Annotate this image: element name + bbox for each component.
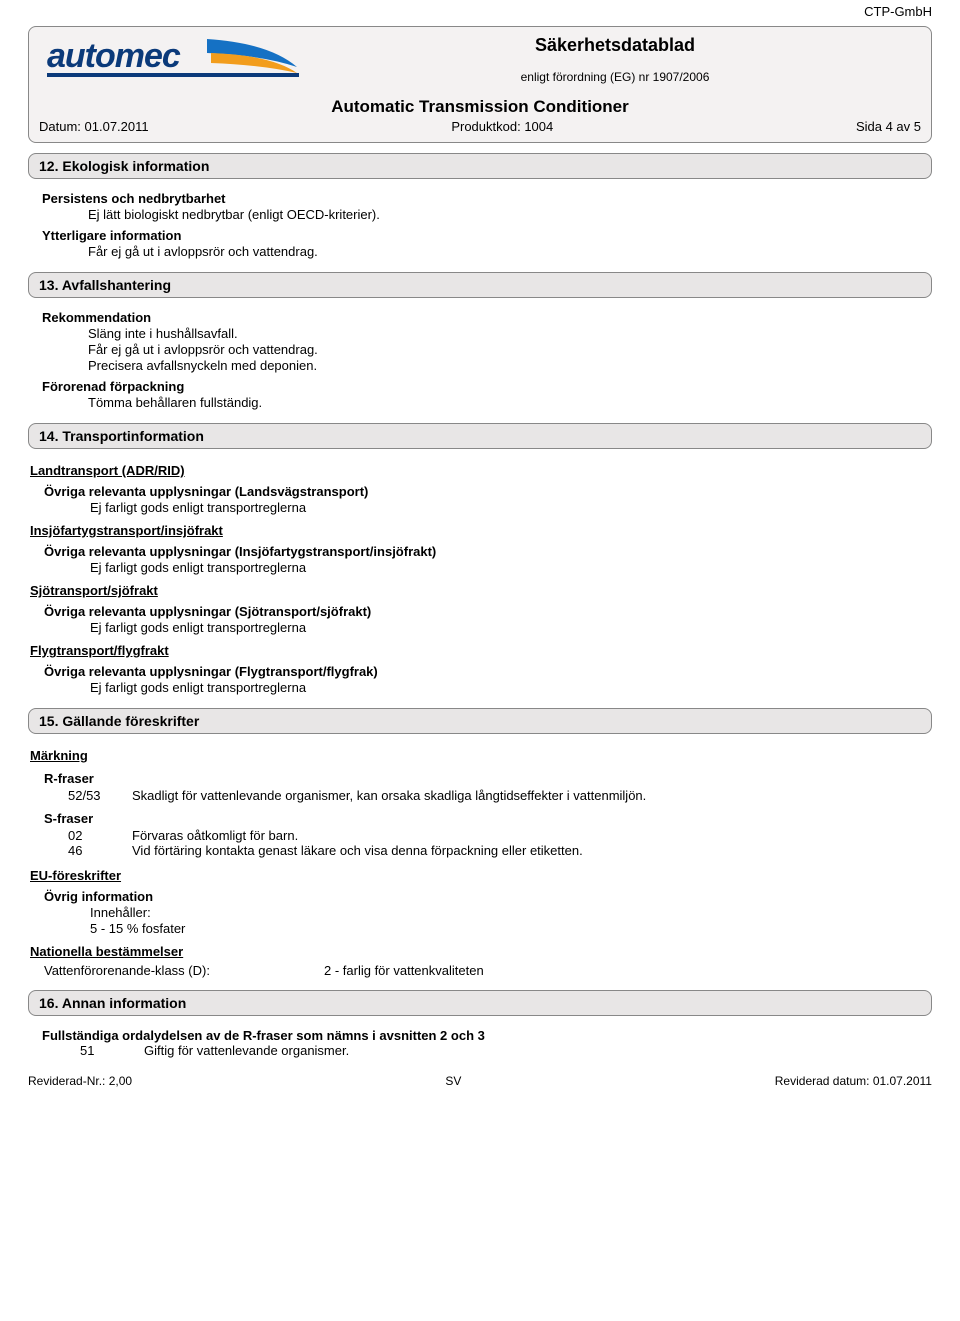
section-15-header: 15. Gällande föreskrifter [28,708,932,734]
s14-g1-head: Insjöfartygstransport/insjöfrakt [30,523,930,538]
section-12-body: Persistens och nedbrytbarhet Ej lätt bio… [28,179,932,262]
s12-persist-line: Ej lätt biologiskt nedbrytbar (enligt OE… [88,207,930,222]
section-15-body: Märkning R-fraser 52/53 Skadligt för vat… [28,734,932,980]
s14-g3-head: Flygtransport/flygfrakt [30,643,930,658]
footer-revno: Reviderad-Nr.: 2,00 [28,1074,132,1088]
s14-g0-head: Landtransport (ADR/RID) [30,463,930,478]
s14-g1-line: Ej farligt gods enligt transportreglerna [90,560,930,575]
s13-reco-head: Rekommendation [42,310,930,325]
s14-g2-line: Ej farligt gods enligt transportreglerna [90,620,930,635]
s14-g2-head: Sjötransport/sjöfrakt [30,583,930,598]
sds-title: Säkerhetsdatablad [309,35,921,56]
product-code: Produktkod: 1004 [451,119,553,134]
s15-eu-head: EU-föreskrifter [30,868,930,883]
s15-national-head: Nationella bestämmelser [30,944,930,959]
s12-addinfo-line: Får ej gå ut i avloppsrör och vattendrag… [88,244,930,259]
s16-p0-text: Giftig för vattenlevande organismer. [144,1043,930,1058]
section-13-header: 13. Avfallshantering [28,272,932,298]
s16-full-head: Fullständiga ordalydelsen av de R-fraser… [42,1028,930,1043]
s15-s-head: S-fraser [44,811,930,826]
s16-p0-code: 51 [80,1043,144,1058]
s15-s0-code: 02 [68,828,132,843]
s15-other-head: Övrig information [44,889,930,904]
s15-r-head: R-fraser [44,771,930,786]
s15-s0-text: Förvaras oåtkomligt för barn. [132,828,930,843]
section-12-header: 12. Ekologisk information [28,153,932,179]
s14-g3-line: Ej farligt gods enligt transportreglerna [90,680,930,695]
s15-water-val: 2 - farlig för vattenkvaliteten [324,963,484,978]
s14-g2-sub: Övriga relevanta upplysningar (Sjötransp… [44,604,930,619]
s12-persist-head: Persistens och nedbrytbarhet [42,191,930,206]
section-13-body: Rekommendation Släng inte i hushållsavfa… [28,298,932,413]
s15-s1-text: Vid förtäring kontakta genast läkare och… [132,843,930,858]
product-title: Automatic Transmission Conditioner [39,97,921,117]
date-label: Datum: 01.07.2011 [39,119,149,134]
s15-s1-code: 46 [68,843,132,858]
company-name: CTP-GmbH [864,4,932,19]
s14-g0-sub: Övriga relevanta upplysningar (Landsvägs… [44,484,930,499]
s13-reco-l2: Får ej gå ut i avloppsrör och vattendrag… [88,342,930,357]
s15-water-key: Vattenförorenande-klass (D): [44,963,324,978]
section-16-body: Fullständiga ordalydelsen av de R-fraser… [28,1016,932,1060]
s14-g0-line: Ej farligt gods enligt transportreglerna [90,500,930,515]
svg-text:automec: automec [47,37,181,75]
s13-pack-l1: Tömma behållaren fullständig. [88,395,930,410]
s12-addinfo-head: Ytterligare information [42,228,930,243]
s13-pack-head: Förorenad förpackning [42,379,930,394]
section-14-body: Landtransport (ADR/RID) Övriga relevanta… [28,449,932,698]
s13-reco-l1: Släng inte i hushållsavfall. [88,326,930,341]
page-label: Sida 4 av 5 [856,119,921,134]
s15-r0-text: Skadligt för vattenlevande organismer, k… [132,788,930,803]
section-14-header: 14. Transportinformation [28,423,932,449]
s15-labeling-head: Märkning [30,748,930,763]
header-box: automec Säkerhetsdatablad enligt förordn… [28,26,932,143]
automec-logo: automec [39,33,309,95]
s15-other-l1: 5 - 15 % fosfater [90,921,930,936]
section-16-header: 16. Annan information [28,990,932,1016]
s15-r0-code: 52/53 [68,788,132,803]
s13-reco-l3: Precisera avfallsnyckeln med deponien. [88,358,930,373]
s15-other-l0: Innehåller: [90,905,930,920]
footer-revdate: Reviderad datum: 01.07.2011 [775,1074,932,1088]
page: CTP-GmbH automec Säkerhetsdatablad enlig… [0,0,960,1096]
s14-g3-sub: Övriga relevanta upplysningar (Flygtrans… [44,664,930,679]
regulation-line: enligt förordning (EG) nr 1907/2006 [309,70,921,84]
footer-lang: SV [445,1074,461,1088]
footer: Reviderad-Nr.: 2,00 SV Reviderad datum: … [28,1074,932,1088]
s14-g1-sub: Övriga relevanta upplysningar (Insjöfart… [44,544,930,559]
